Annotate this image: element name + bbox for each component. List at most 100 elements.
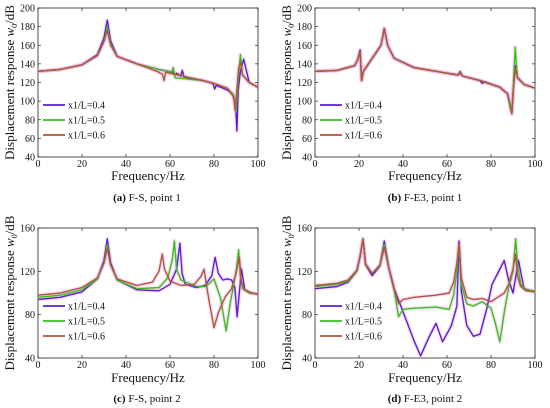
x-tick-label: 40 — [398, 360, 408, 371]
chart-panel-3: 0 20 40 60 80 100 40 80 120 160 x1/L=0.4 x1/L=0.5 x1… — [279, 215, 543, 405]
legend-label-1: x1/L=0.5 — [68, 116, 105, 127]
series-line-0 — [38, 19, 258, 132]
y-tick-label: 140 — [297, 59, 312, 70]
x-tick-label: 80 — [209, 159, 219, 170]
x-tick-label: 60 — [442, 159, 452, 170]
y-tick-label: 60 — [25, 134, 35, 145]
x-tick-label: 40 — [121, 360, 131, 371]
panel-caption-letter: (a) — [113, 192, 126, 204]
y-tick-label: 160 — [20, 41, 35, 52]
y-axis-label-text: Displacement response — [2, 37, 17, 160]
y-tick-label: 140 — [20, 59, 35, 70]
y-tick-label: 80 — [25, 310, 35, 321]
x-tick-label: 20 — [77, 159, 87, 170]
y-tick-label: 80 — [302, 115, 312, 126]
y-axis-label-subscript: 0 — [287, 234, 296, 238]
y-axis-label-unit: /dB — [279, 215, 294, 234]
x-axis-label: Frequency/Hz — [111, 168, 185, 183]
y-axis-label: Displacement response w0/dB — [2, 215, 19, 370]
y-tick-label: 200 — [297, 4, 312, 15]
series-group — [38, 236, 258, 333]
x-tick-label: 60 — [165, 360, 175, 371]
y-tick-label: 120 — [20, 267, 35, 278]
y-axis-label-subscript: 0 — [10, 234, 19, 238]
y-tick-label: 180 — [297, 22, 312, 33]
x-tick-label: 0 — [36, 159, 41, 170]
series-line-2 — [38, 29, 258, 112]
panel-caption-letter: (c) — [113, 393, 126, 405]
y-tick-label: 40 — [25, 354, 35, 365]
chart-panel-2: 0 20 40 60 80 100 40 80 120 160 x1/L=0.4 x1/L=0.5 x1… — [2, 215, 266, 405]
y-axis-label-text: Displacement response — [279, 37, 294, 160]
y-tick-label: 60 — [302, 134, 312, 145]
y-tick-label: 160 — [20, 224, 35, 235]
x-tick-label: 20 — [354, 360, 364, 371]
panel-caption-text: F-S, point 2 — [126, 393, 181, 405]
x-tick-label: 40 — [398, 159, 408, 170]
x-tick-label: 20 — [77, 360, 87, 371]
panel-caption-letter: (d) — [388, 393, 402, 405]
y-tick-label: 80 — [25, 115, 35, 126]
y-tick-label: 120 — [297, 267, 312, 278]
legend-label-0: x1/L=0.4 — [345, 302, 382, 313]
legend-label-2: x1/L=0.6 — [345, 131, 382, 142]
x-tick-label: 100 — [528, 159, 543, 170]
legend-label-0: x1/L=0.4 — [345, 101, 382, 112]
y-tick-label: 100 — [297, 97, 312, 108]
x-tick-label: 0 — [313, 360, 318, 371]
series-group — [315, 236, 535, 358]
series-group — [38, 18, 258, 133]
panel-caption-text: F-E3, point 1 — [401, 192, 462, 204]
y-tick-label: 160 — [297, 41, 312, 52]
legend-label-1: x1/L=0.5 — [345, 116, 382, 127]
y-tick-label: 120 — [297, 78, 312, 89]
panel-caption: (d) F-E3, point 2 — [388, 393, 463, 405]
plot-frame — [37, 7, 259, 158]
legend-label-0: x1/L=0.4 — [68, 101, 105, 112]
chart-panel-0: 0 20 40 60 80 100 40 60 80 100 120 140 160 180 200 x1/L… — [2, 4, 266, 205]
y-axis-label-symbol: w — [279, 28, 294, 37]
panel-caption-text: F-E3, point 2 — [401, 393, 462, 405]
x-tick-label: 100 — [528, 360, 543, 371]
legend-label-1: x1/L=0.5 — [68, 317, 105, 328]
x-axis-label: Frequency/Hz — [111, 370, 185, 385]
x-axis-label: Frequency/Hz — [388, 168, 462, 183]
y-axis-label-unit: /dB — [2, 215, 17, 234]
y-tick-label: 120 — [20, 78, 35, 89]
x-tick-label: 20 — [354, 159, 364, 170]
y-axis-label-unit: /dB — [279, 5, 294, 24]
x-tick-label: 0 — [313, 159, 318, 170]
x-tick-label: 80 — [486, 159, 496, 170]
legend-label-2: x1/L=0.6 — [68, 131, 105, 142]
y-axis-label-symbol: w — [279, 238, 294, 247]
legend-label-0: x1/L=0.4 — [68, 302, 105, 313]
x-axis-label: Frequency/Hz — [388, 370, 462, 385]
y-axis-label-text: Displacement response — [279, 247, 294, 370]
y-axis-label-subscript: 0 — [10, 24, 19, 28]
x-tick-label: 60 — [165, 159, 175, 170]
x-tick-label: 0 — [36, 360, 41, 371]
panel-caption: (b) F-E3, point 1 — [388, 192, 463, 204]
series-line-0 — [38, 238, 258, 318]
x-tick-label: 100 — [251, 159, 266, 170]
y-tick-label: 200 — [20, 4, 35, 15]
series-group — [315, 26, 535, 117]
y-axis-label-subscript: 0 — [287, 24, 296, 28]
y-tick-label: 40 — [25, 153, 35, 164]
y-tick-label: 100 — [20, 97, 35, 108]
legend-label-1: x1/L=0.5 — [345, 317, 382, 328]
y-axis-label: Displacement response w0/dB — [2, 5, 19, 160]
plot-frame — [314, 7, 536, 158]
x-tick-label: 60 — [442, 360, 452, 371]
y-axis-label-symbol: w — [2, 238, 17, 247]
legend-label-2: x1/L=0.6 — [68, 332, 105, 343]
y-axis-label: Displacement response w0/dB — [279, 5, 296, 160]
panel-caption-text: F-S, point 1 — [126, 192, 181, 204]
y-tick-label: 160 — [297, 224, 312, 235]
y-tick-label: 40 — [302, 354, 312, 365]
y-axis-label-symbol: w — [2, 28, 17, 37]
panel-caption: (c) F-S, point 2 — [113, 393, 180, 405]
panel-caption-letter: (b) — [388, 192, 402, 204]
x-tick-label: 100 — [251, 360, 266, 371]
